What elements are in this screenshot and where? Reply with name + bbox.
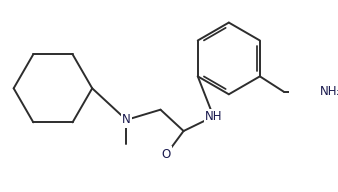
Text: O: O [162,148,171,161]
Text: NH: NH [205,110,222,123]
Text: NH₂: NH₂ [320,85,338,98]
Text: N: N [122,113,131,126]
